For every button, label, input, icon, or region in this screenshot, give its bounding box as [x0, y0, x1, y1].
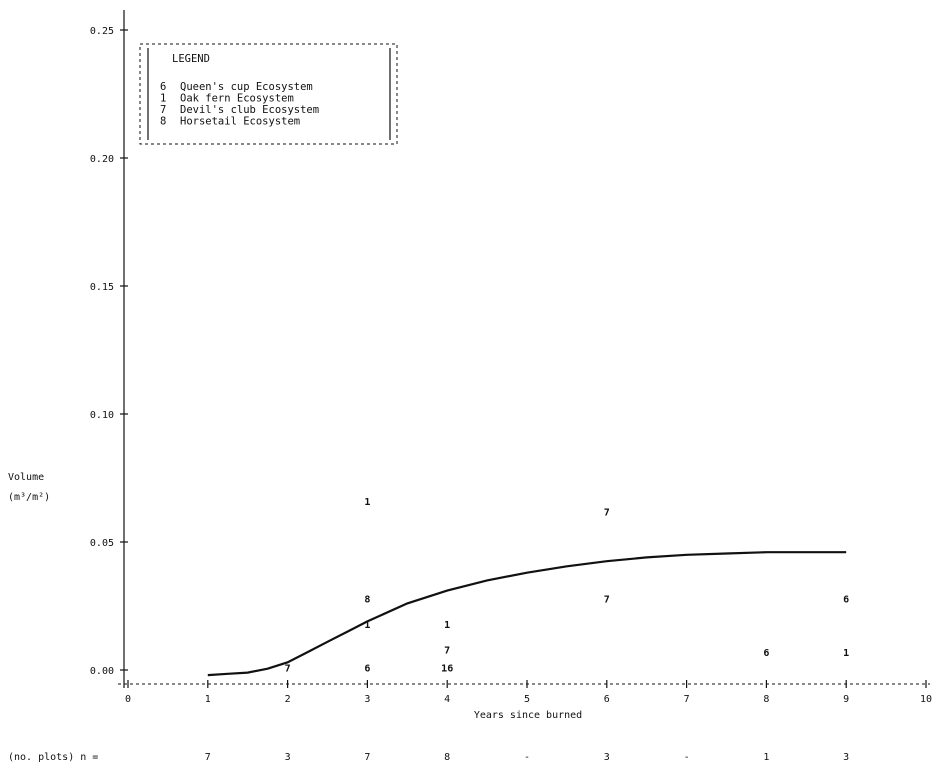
data-point: 6 [843, 594, 849, 605]
y-tick-label: 0.15 [90, 282, 114, 293]
sample-size-value: 3 [285, 752, 291, 763]
legend: LEGEND 6 Queen's cup Ecosystem 1 Oak fern E… [139, 43, 398, 145]
data-point: 1 [444, 620, 450, 631]
legend-entry: Devil's club Ecosystem [180, 104, 319, 116]
x-tick-label: 3 [364, 694, 370, 705]
fitted-curve [207, 551, 847, 677]
legend-title: LEGEND [172, 53, 210, 65]
legend-symbol: 6 [160, 81, 166, 93]
data-point: 7 [604, 507, 610, 518]
x-tick-label: 10 [920, 694, 932, 705]
data-point: 16 [441, 663, 453, 674]
legend-entry: Horsetail Ecosystem [180, 116, 300, 128]
x-tick-label: 4 [444, 694, 450, 705]
axes [118, 10, 930, 688]
data-point: 6 [763, 648, 769, 659]
data-point: 8 [364, 594, 370, 605]
data-point: 1 [364, 620, 370, 631]
data-point: 1 [364, 497, 370, 508]
y-tick-label: 0.10 [90, 410, 114, 421]
y-tick-label: 0.05 [90, 538, 114, 549]
y-axis-label: Volume [8, 472, 44, 483]
data-point: 7 [285, 663, 291, 674]
sample-size-value: 1 [763, 752, 769, 763]
legend-entries: 6 Queen's cup Ecosystem 1 Oak fern Ecosyste… [160, 81, 319, 128]
x-axis-label: Years since burned [474, 710, 582, 721]
legend-entry: Oak fern Ecosystem [180, 93, 294, 105]
legend-symbol: 1 [160, 93, 166, 105]
sample-size-value: - [684, 752, 690, 763]
data-point: 1 [843, 648, 849, 659]
legend-symbol: 8 [160, 116, 166, 128]
data-point: 7 [604, 594, 610, 605]
legend-entry: Queen's cup Ecosystem [180, 81, 313, 93]
sample-size-value: 8 [444, 752, 450, 763]
sample-size-value: 7 [205, 752, 211, 763]
legend-box [139, 43, 398, 145]
y-ticks: 0.00 0.05 0.10 0.15 0.20 0.25 [90, 26, 128, 677]
y-tick-label: 0.25 [90, 26, 114, 37]
legend-symbol: 7 [160, 104, 166, 116]
sample-size-label: (no. plots) n = [8, 752, 98, 763]
x-tick-label: 9 [843, 694, 849, 705]
sample-size-value: 3 [604, 752, 610, 763]
sample-size-value: 3 [843, 752, 849, 763]
data-point: 6 [364, 663, 370, 674]
y-tick-label: 0.00 [90, 666, 114, 677]
x-tick-label: 5 [524, 694, 530, 705]
x-tick-label: 6 [604, 694, 610, 705]
y-axis-unit: (m³/m²) [8, 492, 50, 503]
x-tick-label: 0 [125, 694, 131, 705]
sample-size-value: - [524, 752, 530, 763]
x-tick-label: 1 [205, 694, 211, 705]
x-tick-label: 8 [763, 694, 769, 705]
data-point: 7 [444, 646, 450, 657]
sample-size-row: (no. plots) n = 7 3 7 8 - 3 - 1 3 [8, 752, 849, 763]
x-tick-label: 7 [684, 694, 690, 705]
x-ticks: 0 1 2 3 4 5 6 7 8 9 10 [125, 680, 932, 705]
y-tick-label: 0.20 [90, 154, 114, 165]
x-tick-label: 2 [285, 694, 291, 705]
sample-size-value: 7 [364, 752, 370, 763]
